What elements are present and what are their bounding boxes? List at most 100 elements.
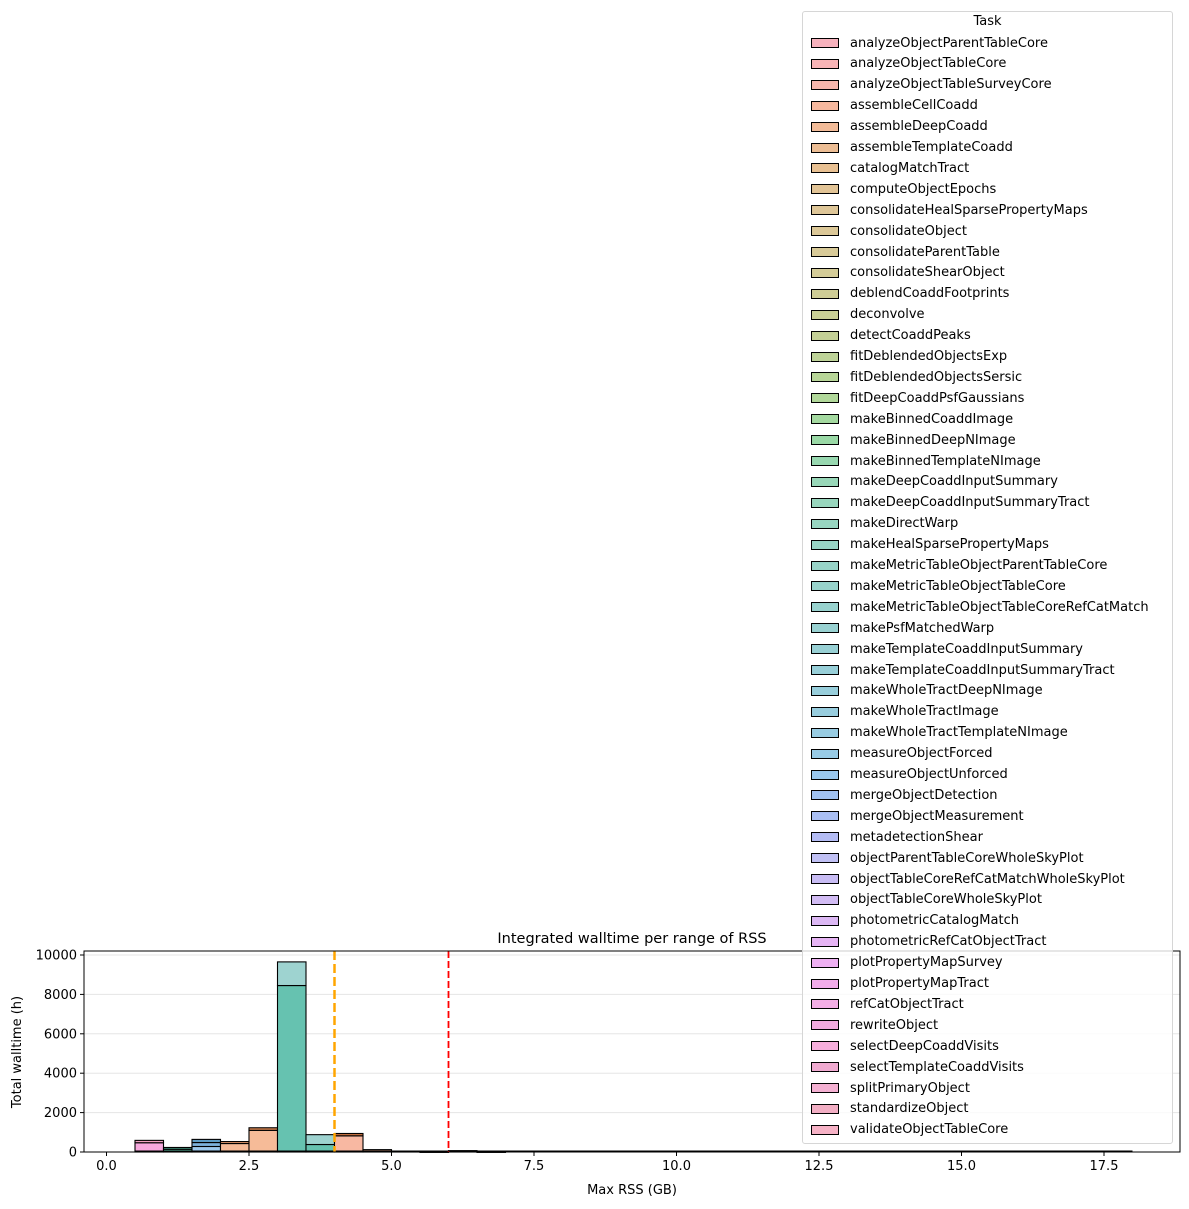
x-tick-label: 2.5 (239, 1159, 260, 1174)
legend-swatch-icon (811, 38, 839, 48)
legend-entry: makeBinnedCoaddImage (811, 410, 1013, 428)
legend-label: selectDeepCoaddVisits (850, 1038, 999, 1054)
legend-label: metadetectionShear (850, 829, 983, 845)
legend-entry: mergeObjectDetection (811, 786, 998, 804)
legend-label: measureObjectForced (850, 746, 993, 762)
legend-swatch-icon (811, 936, 839, 947)
legend-entry: makeWholeTractImage (811, 703, 999, 721)
histogram-bar (276, 984, 307, 1153)
legend-entry: makeTemplateCoaddInputSummaryTract (811, 661, 1115, 679)
legend-entry: deconvolve (811, 306, 925, 324)
legend-label: makePsfMatchedWarp (850, 620, 995, 636)
legend-entry: plotPropertyMapSurvey (811, 954, 1003, 972)
legend-entry: fitDeblendedObjectsSersic (811, 368, 1022, 386)
legend-label: makeDeepCoaddInputSummary (850, 474, 1058, 490)
y-axis-label: Total walltime (h) (10, 996, 25, 1109)
axis-ticks: 0.0 2.5 5.0 7.5 10.0 12.5 15.0 17.5 0 2000 4000 600… (36, 949, 1119, 1175)
legend-entry: makeDirectWarp (811, 515, 958, 533)
legend-entry: validateObjectTableCore (811, 1121, 1008, 1139)
y-tick-label: 2000 (44, 1106, 77, 1121)
legend-swatch-icon (811, 435, 839, 446)
legend-entry: makeWholeTractDeepNImage (811, 682, 1043, 700)
legend-swatch-icon (811, 351, 839, 362)
y-tick-label: 4000 (44, 1067, 77, 1082)
legend-label: consolidateShearObject (850, 265, 1005, 281)
histogram-bar (134, 1139, 165, 1144)
legend-swatch-icon (811, 205, 839, 216)
legend-label: deconvolve (850, 307, 925, 323)
legend-label: makeWholeTractImage (850, 704, 999, 720)
legend-entry: objectTableCoreRefCatMatchWholeSkyPlot (811, 870, 1125, 888)
legend-label: makeDeepCoaddInputSummaryTract (850, 495, 1090, 511)
legend-label: consolidateHealSparsePropertyMaps (850, 202, 1088, 218)
legend-label: fitDeblendedObjectsExp (850, 349, 1008, 364)
legend-swatch-icon (811, 476, 839, 487)
legend-swatch-icon (811, 957, 839, 968)
legend-swatch-icon (811, 894, 839, 905)
legend-swatch-icon (811, 811, 839, 822)
legend-swatch-icon (811, 685, 839, 696)
histogram-bar (248, 1129, 279, 1153)
legend-entry: makeBinnedTemplateNImage (811, 452, 1041, 470)
legend-entry: makeHealSparsePropertyMaps (811, 536, 1049, 554)
legend-entry: makeDeepCoaddInputSummaryTract (811, 494, 1090, 512)
legend-label: assembleDeepCoadd (850, 119, 988, 135)
legend-swatch-icon (811, 163, 839, 174)
legend-swatch-icon (811, 414, 839, 425)
legend-swatch-icon (811, 121, 839, 132)
legend-swatch-icon (811, 727, 839, 738)
histogram-bar (276, 961, 307, 987)
histogram-bar (162, 1146, 193, 1150)
legend-label: objectTableCoreWholeSkyPlot (850, 892, 1042, 908)
y-tick-label: 0 (69, 1146, 77, 1161)
legend-swatch-icon (811, 706, 839, 717)
legend-entry: consolidateHealSparsePropertyMaps (811, 201, 1088, 219)
legend-label: selectTemplateCoaddVisits (850, 1059, 1024, 1075)
legend-swatch-icon (811, 247, 839, 257)
legend-label: standardizeObject (850, 1101, 969, 1117)
legend-label: assembleCellCoadd (850, 98, 978, 114)
legend-swatch-icon (811, 748, 839, 759)
legend-swatch-icon (811, 184, 839, 195)
legend-swatch-icon (811, 497, 839, 508)
legend-swatch-icon (811, 142, 839, 153)
legend-entry: refCatObjectTract (811, 995, 964, 1013)
histogram-bar (191, 1138, 222, 1144)
legend-entry: photometricCatalogMatch (811, 912, 1019, 930)
legend-entry: consolidateObject (811, 222, 967, 240)
x-tick-label: 10.0 (662, 1159, 691, 1174)
legend-entry: analyzeObjectTableSurveyCore (811, 76, 1052, 94)
axes-border (83, 950, 1181, 1153)
legend-entry: mergeObjectMeasurement (811, 807, 1024, 825)
threshold-lines (333, 951, 450, 1152)
legend-swatch-icon (811, 79, 839, 90)
legend-label: analyzeObjectTableCore (850, 56, 1007, 72)
x-tick-label: 12.5 (805, 1159, 834, 1174)
legend-swatch-icon (811, 518, 839, 529)
legend-entry: assembleTemplateCoadd (811, 139, 1013, 157)
legend-swatch-icon (811, 853, 839, 864)
legend-swatch-icon (811, 832, 839, 843)
legend-label: makeBinnedTemplateNImage (850, 453, 1041, 469)
x-tick-label: 7.5 (524, 1159, 545, 1174)
histogram-bar (248, 1127, 279, 1131)
legend-swatch-icon (811, 1020, 839, 1031)
legend-label: splitPrimaryObject (850, 1080, 970, 1096)
legend-entry: assembleCellCoadd (811, 97, 978, 115)
legend-entry: splitPrimaryObject (811, 1079, 970, 1097)
legend-entry: detectCoaddPeaks (811, 327, 971, 345)
legend-label: detectCoaddPeaks (850, 328, 971, 344)
legend-swatch-icon (811, 309, 839, 320)
legend-swatch-icon (811, 100, 839, 111)
histogram-bar (333, 1135, 364, 1153)
legend-entry: makePsfMatchedWarp (811, 619, 994, 637)
legend-label: makeTemplateCoaddInputSummaryTract (850, 662, 1115, 678)
legend-entry: objectTableCoreWholeSkyPlot (811, 891, 1042, 909)
legend-entry: analyzeObjectTableCore (811, 55, 1006, 73)
x-tick-label: 15.0 (947, 1159, 976, 1174)
chart-title: Integrated walltime per range of RSS (497, 931, 766, 947)
legend-swatch-icon (811, 226, 839, 237)
legend-label: analyzeObjectTableSurveyCore (850, 77, 1052, 93)
legend-entry: rewriteObject (811, 1016, 938, 1034)
